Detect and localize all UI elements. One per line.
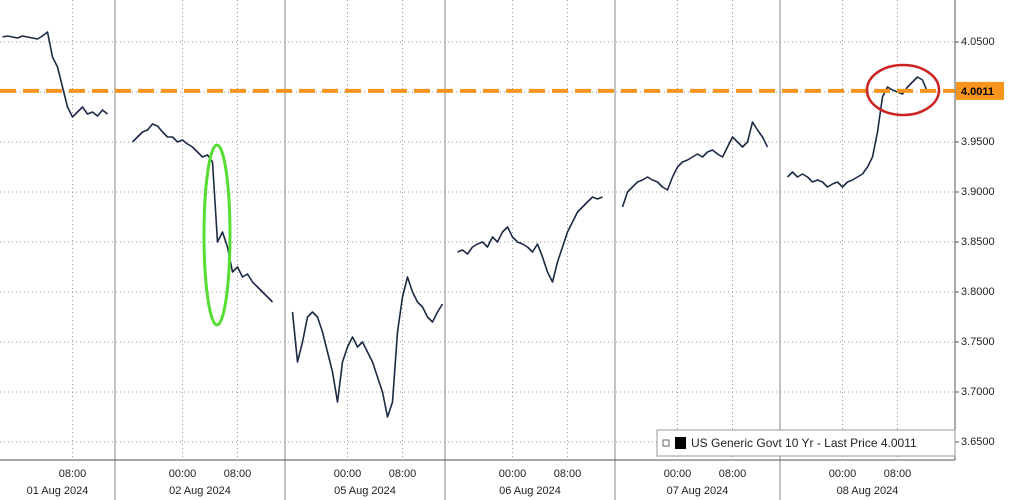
price-line <box>2 31 929 418</box>
day-label: 07 Aug 2024 <box>667 485 729 497</box>
highlight-ellipse <box>865 63 941 117</box>
x-tick-label: 00:00 <box>829 468 857 480</box>
legend-toggle <box>662 439 670 447</box>
plot: 4.0011 <box>0 31 1004 418</box>
x-tick-label: 08:00 <box>224 468 252 480</box>
highlight-ellipse <box>202 143 232 327</box>
day-label: 05 Aug 2024 <box>334 485 396 497</box>
y-tick-label: 3.6500 <box>961 436 995 448</box>
grid: 3.6500 3.7000 3.7500 3.8000 3.8500 3.9000 3.95… <box>0 0 995 500</box>
y-tick-label: 3.9500 <box>961 136 995 148</box>
day-label: 01 Aug 2024 <box>27 485 89 497</box>
x-tick-label: 08:00 <box>719 468 747 480</box>
day-label: 08 Aug 2024 <box>837 485 899 497</box>
x-tick-label: 08:00 <box>59 468 87 480</box>
legend-label: US Generic Govt 10 Yr - Last Price <box>691 436 878 450</box>
y-tick-label: 4.0500 <box>961 36 995 48</box>
x-tick-label: 00:00 <box>664 468 692 480</box>
price-badge-label: 4.0011 <box>961 86 994 98</box>
y-tick-label: 3.9000 <box>961 186 995 198</box>
x-tick-label: 08:00 <box>389 468 417 480</box>
y-tick-label: 3.7500 <box>961 336 995 348</box>
legend-text: US Generic Govt 10 Yr - Last Price 4.001… <box>691 436 917 450</box>
y-tick-label: 3.8500 <box>961 236 995 248</box>
x-tick-label: 08:00 <box>884 468 912 480</box>
x-tick-label: 00:00 <box>169 468 197 480</box>
price-badge <box>956 81 1004 100</box>
day-label: 06 Aug 2024 <box>499 485 561 497</box>
legend-last-price: 4.0011 <box>881 436 917 450</box>
y-tick-label: 3.8000 <box>961 286 995 298</box>
x-tick-label: 08:00 <box>554 468 582 480</box>
day-label: 02 Aug 2024 <box>169 485 231 497</box>
x-tick-label: 00:00 <box>334 468 362 480</box>
legend-swatch <box>675 437 686 449</box>
y-tick-label: 3.7000 <box>961 386 995 398</box>
x-tick-label: 00:00 <box>499 468 527 480</box>
legend: US Generic Govt 10 Yr - Last Price 4.001… <box>656 429 956 457</box>
legend-box <box>656 429 956 457</box>
